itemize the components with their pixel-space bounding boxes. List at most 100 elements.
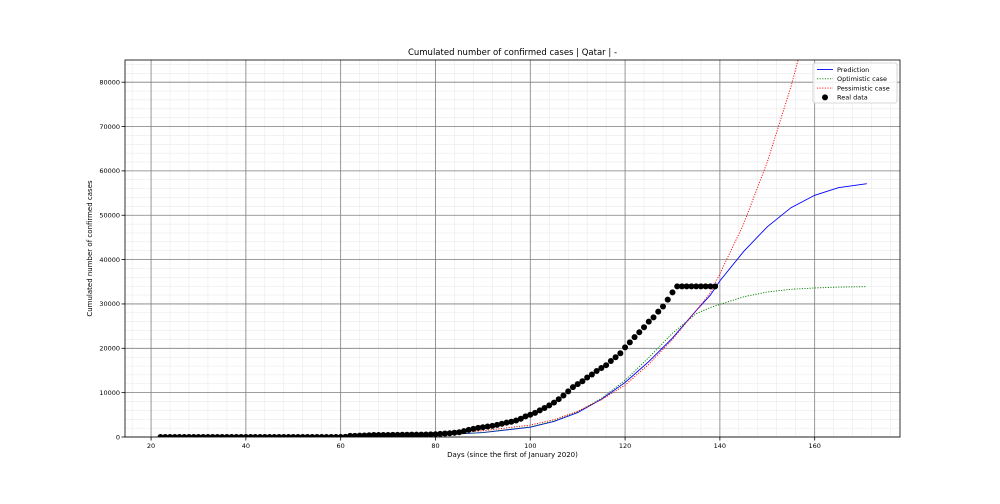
data-point xyxy=(280,434,287,437)
legend-label-optimistic-case: Optimistic case xyxy=(837,75,887,83)
x-tick-label: 160 xyxy=(808,442,820,450)
data-point xyxy=(527,411,534,418)
data-point xyxy=(162,434,169,437)
y-axis: 0 10000 20000 30000 40000 50000 60000 70000 8000… xyxy=(99,78,125,441)
data-point xyxy=(394,431,401,437)
data-point xyxy=(223,434,230,437)
y-tick-label: 0 xyxy=(116,433,120,441)
data-point xyxy=(299,434,306,437)
data-point xyxy=(209,434,216,437)
data-point xyxy=(167,434,174,437)
data-point xyxy=(560,392,567,399)
legend-marker-real-data xyxy=(822,94,828,101)
data-point xyxy=(631,334,638,341)
data-point xyxy=(261,434,268,437)
data-point xyxy=(460,428,467,435)
data-point xyxy=(655,308,662,315)
y-axis-label: Cumulated number of confirmed cases xyxy=(86,180,94,317)
data-point xyxy=(185,434,192,437)
data-point xyxy=(546,402,553,409)
data-point xyxy=(641,324,648,331)
data-point xyxy=(707,283,714,290)
y-tick-label: 40000 xyxy=(99,256,120,264)
data-point xyxy=(693,283,700,290)
data-point xyxy=(441,430,448,437)
data-point xyxy=(328,434,335,437)
data-point xyxy=(380,431,387,437)
data-point xyxy=(446,430,453,437)
data-point xyxy=(157,434,164,437)
x-tick-label: 80 xyxy=(431,442,439,450)
x-tick-label: 120 xyxy=(619,442,631,450)
data-point xyxy=(688,283,695,290)
data-point xyxy=(214,434,221,437)
series-prediction-line xyxy=(160,183,867,437)
data-point xyxy=(674,283,681,290)
data-point xyxy=(550,399,557,406)
x-axis-label: Days (since the first of January 2020) xyxy=(447,451,578,459)
data-point xyxy=(475,424,482,431)
data-point xyxy=(238,434,245,437)
x-tick-label: 140 xyxy=(714,442,726,450)
data-point xyxy=(536,407,543,414)
data-point xyxy=(513,417,520,424)
data-point xyxy=(422,431,429,437)
y-tick-label: 10000 xyxy=(99,389,120,397)
series-layer xyxy=(157,60,867,437)
x-tick-label: 100 xyxy=(524,442,536,450)
data-point xyxy=(408,431,415,437)
data-point xyxy=(569,384,576,391)
data-point xyxy=(219,434,226,437)
legend-label-real-data: Real data xyxy=(837,94,868,102)
data-point xyxy=(366,432,373,437)
data-point xyxy=(285,434,292,437)
data-point xyxy=(659,303,666,310)
x-axis: 20 40 60 80 100 120 140 160 xyxy=(147,437,821,450)
data-point xyxy=(697,283,704,290)
data-point xyxy=(342,433,349,437)
y-tick-label: 60000 xyxy=(99,167,120,175)
data-point xyxy=(622,344,629,351)
data-point xyxy=(318,434,325,437)
data-point xyxy=(204,434,211,437)
y-tick-label: 70000 xyxy=(99,123,120,131)
data-point xyxy=(195,434,202,437)
data-point xyxy=(522,413,529,420)
data-point xyxy=(385,431,392,437)
chart-title: Cumulated number of confirmed cases | Qa… xyxy=(408,48,617,58)
series-optimistic-case-line xyxy=(160,286,867,437)
data-point xyxy=(579,378,586,385)
data-point xyxy=(456,429,463,436)
data-point xyxy=(323,434,330,437)
data-point xyxy=(347,432,354,437)
legend-label-pessimistic-case: Pessimistic case xyxy=(837,84,890,92)
data-point xyxy=(678,283,685,290)
data-point xyxy=(242,434,249,437)
data-point xyxy=(593,368,600,375)
data-point xyxy=(588,371,595,378)
data-point xyxy=(574,381,581,388)
data-point xyxy=(181,434,188,437)
x-tick-label: 60 xyxy=(337,442,345,450)
data-point xyxy=(389,431,396,437)
data-point xyxy=(309,434,316,437)
data-point xyxy=(517,415,524,422)
data-point xyxy=(494,421,501,428)
data-point xyxy=(176,434,183,437)
data-point xyxy=(313,434,320,437)
data-point xyxy=(200,434,207,437)
data-point xyxy=(404,431,411,437)
y-tick-label: 80000 xyxy=(99,78,120,86)
data-point xyxy=(541,405,548,412)
data-point xyxy=(247,434,254,437)
data-point xyxy=(356,432,363,437)
data-point xyxy=(361,432,368,437)
data-point xyxy=(669,289,676,296)
legend-box xyxy=(812,62,898,104)
data-point xyxy=(427,431,434,437)
data-point xyxy=(712,283,719,290)
series-pessimistic-case-line xyxy=(160,60,799,437)
data-point xyxy=(508,418,515,425)
data-point xyxy=(266,434,273,437)
